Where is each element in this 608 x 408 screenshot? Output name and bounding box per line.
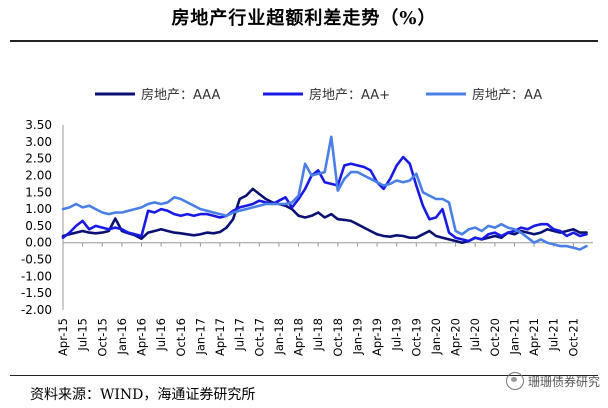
y-tick-label: 0.50: [25, 219, 52, 233]
x-tick-label: Apr-15: [56, 318, 70, 356]
x-tick-label: Jan-18: [272, 318, 286, 356]
title-divider: [10, 40, 598, 42]
x-tick-label: Apr-16: [135, 318, 149, 356]
y-tick-label: -0.50: [21, 253, 52, 267]
plot-area: [61, 135, 588, 251]
y-tick-label: 1.50: [25, 185, 52, 199]
series-line: [61, 187, 588, 244]
x-tick-label: Jul-21: [547, 318, 561, 352]
x-tick-label: Jan-19: [350, 318, 364, 356]
legend: 房地产：AAA 房地产：AA+ 房地产：AA: [95, 87, 542, 103]
y-tick-label: 0.00: [25, 236, 52, 250]
x-tick-label: Jan-16: [115, 318, 129, 356]
x-tick-label: Apr-19: [370, 318, 384, 356]
x-tick-label: Apr-21: [527, 318, 541, 356]
watermark-label: 珊珊债券研究: [527, 374, 600, 389]
x-tick-label: Apr-17: [213, 318, 227, 356]
x-tick-label: Jul-15: [76, 318, 90, 352]
y-tick-label: 2.00: [25, 168, 52, 182]
y-tick-label: 3.50: [25, 118, 52, 132]
y-tick-label: -2.00: [21, 303, 52, 317]
x-tick-label: Oct-20: [488, 318, 502, 357]
x-tick-label: Oct-19: [409, 318, 423, 357]
x-tick-label: Jul-17: [233, 318, 247, 352]
x-tick-label: Jul-18: [311, 318, 325, 352]
y-tick-label: 3.00: [25, 135, 52, 149]
x-tick-label: Oct-15: [95, 318, 109, 357]
legend-label: 房地产：AAA: [141, 87, 221, 103]
x-tick-label: Oct-18: [331, 318, 345, 357]
y-tick-label: -1.00: [21, 269, 52, 283]
x-tick-label: Jul-16: [154, 318, 168, 352]
series-line: [61, 155, 588, 243]
y-tick-label: 1.00: [25, 202, 52, 216]
x-tick-label: Oct-17: [252, 318, 266, 357]
y-tick-label: 2.50: [25, 152, 52, 166]
series-line: [61, 135, 588, 251]
axes: 3.50 3.00 2.50 2.00 1.50 1.00 0.50 0.00 -0.50 -1.…: [21, 118, 593, 357]
x-tick-label: Jan-21: [507, 318, 521, 356]
legend-label: 房地产：AA+: [309, 87, 390, 103]
x-tick-label: Oct-16: [174, 318, 188, 357]
x-tick-label: Jan-20: [429, 318, 443, 356]
chart-title: 房地产行业超额利差走势（%）: [171, 8, 437, 29]
source-note: 资料来源：WIND，海通证券研究所: [30, 387, 256, 403]
legend-label: 房地产：AA: [472, 87, 542, 103]
x-tick-label: Jul-19: [390, 318, 404, 352]
x-tick-label: Apr-20: [449, 318, 463, 356]
y-tick-label: -1.50: [21, 286, 52, 300]
x-tick-label: Jul-20: [468, 318, 482, 352]
wechat-icon: [505, 372, 524, 390]
x-tick-label: Oct-21: [566, 318, 580, 357]
footer-divider: [10, 375, 598, 376]
x-tick-label: Jan-17: [193, 318, 207, 356]
watermark: 珊珊债券研究: [505, 372, 600, 390]
x-tick-label: Apr-18: [292, 318, 306, 356]
